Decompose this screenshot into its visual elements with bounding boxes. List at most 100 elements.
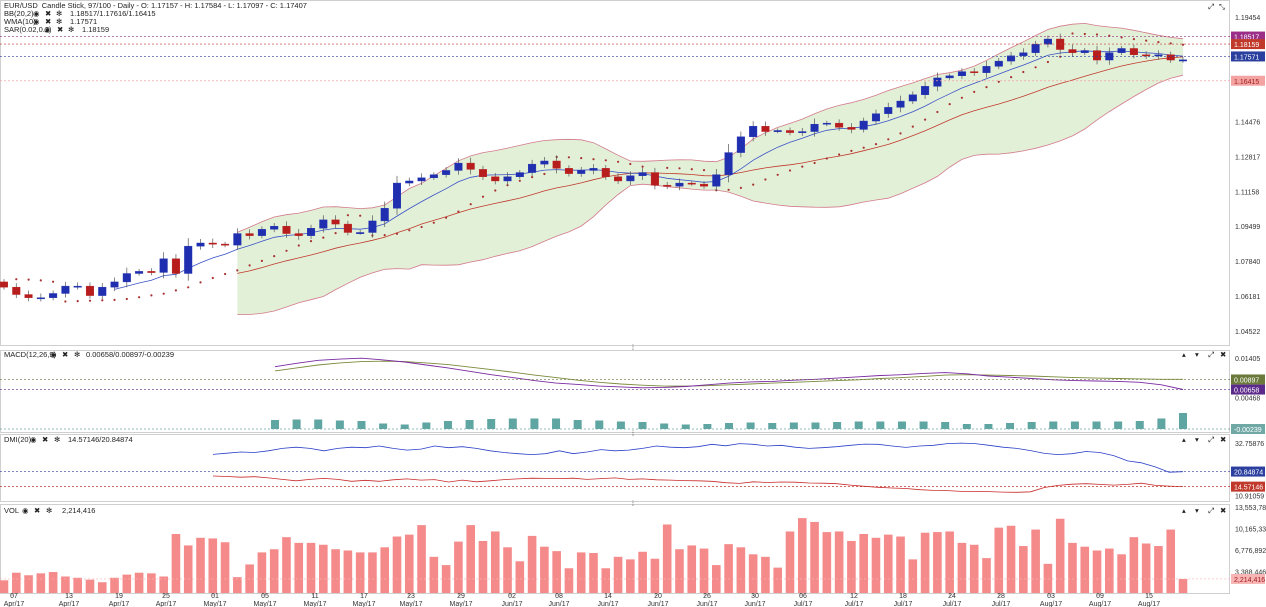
candle[interactable]: [24, 294, 33, 298]
candle[interactable]: [270, 225, 279, 230]
candle[interactable]: [1007, 55, 1016, 62]
volume-bar[interactable]: [97, 582, 107, 593]
volume-bar[interactable]: [134, 572, 144, 593]
candle[interactable]: [1142, 54, 1151, 57]
volume-bar[interactable]: [515, 561, 525, 593]
candle[interactable]: [1080, 50, 1089, 53]
candle[interactable]: [393, 182, 402, 209]
volume-bar[interactable]: [785, 531, 795, 593]
candle[interactable]: [245, 233, 254, 236]
close-icon[interactable]: ✖: [45, 17, 52, 26]
close-icon[interactable]: ✖: [34, 506, 41, 515]
volume-bar[interactable]: [871, 537, 881, 593]
candle[interactable]: [85, 285, 94, 296]
move-down-icon[interactable]: ▾: [1195, 435, 1199, 444]
candle[interactable]: [171, 258, 180, 274]
candle[interactable]: [663, 184, 672, 187]
volume-bar[interactable]: [761, 556, 770, 593]
candle[interactable]: [196, 242, 205, 247]
candle[interactable]: [110, 281, 119, 288]
volume-bar[interactable]: [883, 534, 893, 593]
volume-bar[interactable]: [466, 525, 475, 593]
candle[interactable]: [466, 162, 475, 170]
move-down-icon[interactable]: ▾: [1195, 350, 1199, 359]
volume-bar[interactable]: [626, 559, 635, 593]
volume-bar[interactable]: [982, 558, 991, 593]
eye-icon[interactable]: ◉: [50, 350, 57, 359]
volume-bar[interactable]: [1080, 546, 1090, 593]
volume-bar[interactable]: [859, 533, 868, 593]
candle[interactable]: [380, 208, 389, 222]
candle[interactable]: [896, 100, 905, 108]
volume-bar[interactable]: [920, 532, 930, 593]
volume-bar[interactable]: [24, 575, 33, 593]
volume-bar[interactable]: [1055, 518, 1065, 593]
volume-bar[interactable]: [1092, 550, 1102, 593]
move-up-icon[interactable]: ▴: [1182, 435, 1186, 444]
candle[interactable]: [478, 169, 487, 177]
candle[interactable]: [147, 271, 156, 273]
volume-bar[interactable]: [810, 521, 819, 593]
close-icon[interactable]: ✖: [1220, 506, 1227, 515]
volume-bar[interactable]: [896, 536, 905, 593]
maximize-icon[interactable]: ⤢: [1207, 435, 1214, 444]
candle[interactable]: [614, 176, 623, 182]
candle[interactable]: [589, 168, 598, 171]
volume-bar[interactable]: [122, 574, 132, 593]
candle[interactable]: [343, 223, 352, 233]
gear-icon[interactable]: ✻: [68, 25, 75, 34]
candle[interactable]: [626, 175, 635, 182]
volume-bar[interactable]: [662, 524, 672, 593]
volume-bar[interactable]: [85, 579, 95, 593]
candle[interactable]: [933, 77, 942, 87]
volume-bar[interactable]: [441, 565, 451, 593]
candle[interactable]: [1166, 54, 1175, 61]
volume-bar[interactable]: [773, 567, 783, 593]
candle[interactable]: [1129, 48, 1138, 55]
candle[interactable]: [1178, 59, 1187, 62]
candle[interactable]: [49, 293, 58, 298]
volume-bar[interactable]: [1129, 537, 1139, 593]
candle[interactable]: [908, 94, 917, 102]
candle[interactable]: [319, 219, 328, 229]
move-up-icon[interactable]: ▴: [1182, 350, 1186, 359]
candle[interactable]: [921, 86, 930, 95]
candle[interactable]: [454, 162, 463, 171]
volume-bar[interactable]: [699, 548, 709, 593]
gear-icon[interactable]: ✻: [56, 9, 63, 18]
candle[interactable]: [221, 243, 230, 246]
volume-bar[interactable]: [220, 542, 230, 593]
candle[interactable]: [122, 273, 131, 283]
volume-bar[interactable]: [183, 545, 193, 593]
volume-bar[interactable]: [380, 547, 390, 593]
candle[interactable]: [356, 232, 365, 234]
volume-bar[interactable]: [294, 542, 304, 593]
eye-icon[interactable]: ◉: [22, 506, 29, 515]
volume-bar[interactable]: [552, 551, 561, 593]
volume-bar[interactable]: [61, 576, 70, 593]
candle[interactable]: [331, 219, 340, 225]
candle[interactable]: [1154, 54, 1163, 57]
candle[interactable]: [159, 258, 168, 273]
candle[interactable]: [233, 233, 242, 246]
volume-bar[interactable]: [159, 576, 168, 593]
volume-bar[interactable]: [319, 544, 328, 593]
candle[interactable]: [491, 176, 500, 182]
candle[interactable]: [638, 172, 647, 176]
candle[interactable]: [257, 229, 266, 236]
volume-bar[interactable]: [736, 547, 746, 593]
candle[interactable]: [12, 286, 21, 295]
candle[interactable]: [564, 168, 573, 174]
candle[interactable]: [712, 174, 721, 187]
close-icon[interactable]: ✖: [1220, 350, 1227, 359]
close-icon[interactable]: ✖: [62, 350, 69, 359]
volume-bar[interactable]: [638, 551, 647, 593]
candle[interactable]: [61, 285, 70, 294]
panel-splitters[interactable]: ⁞ ⁞ ⁞: [632, 345, 634, 508]
candle[interactable]: [442, 170, 451, 175]
maximize-icon[interactable]: ⤢: [1207, 350, 1214, 359]
volume-bar[interactable]: [1068, 542, 1077, 593]
candle[interactable]: [307, 228, 316, 236]
candle[interactable]: [675, 182, 684, 187]
close-icon[interactable]: ✖: [57, 25, 64, 34]
